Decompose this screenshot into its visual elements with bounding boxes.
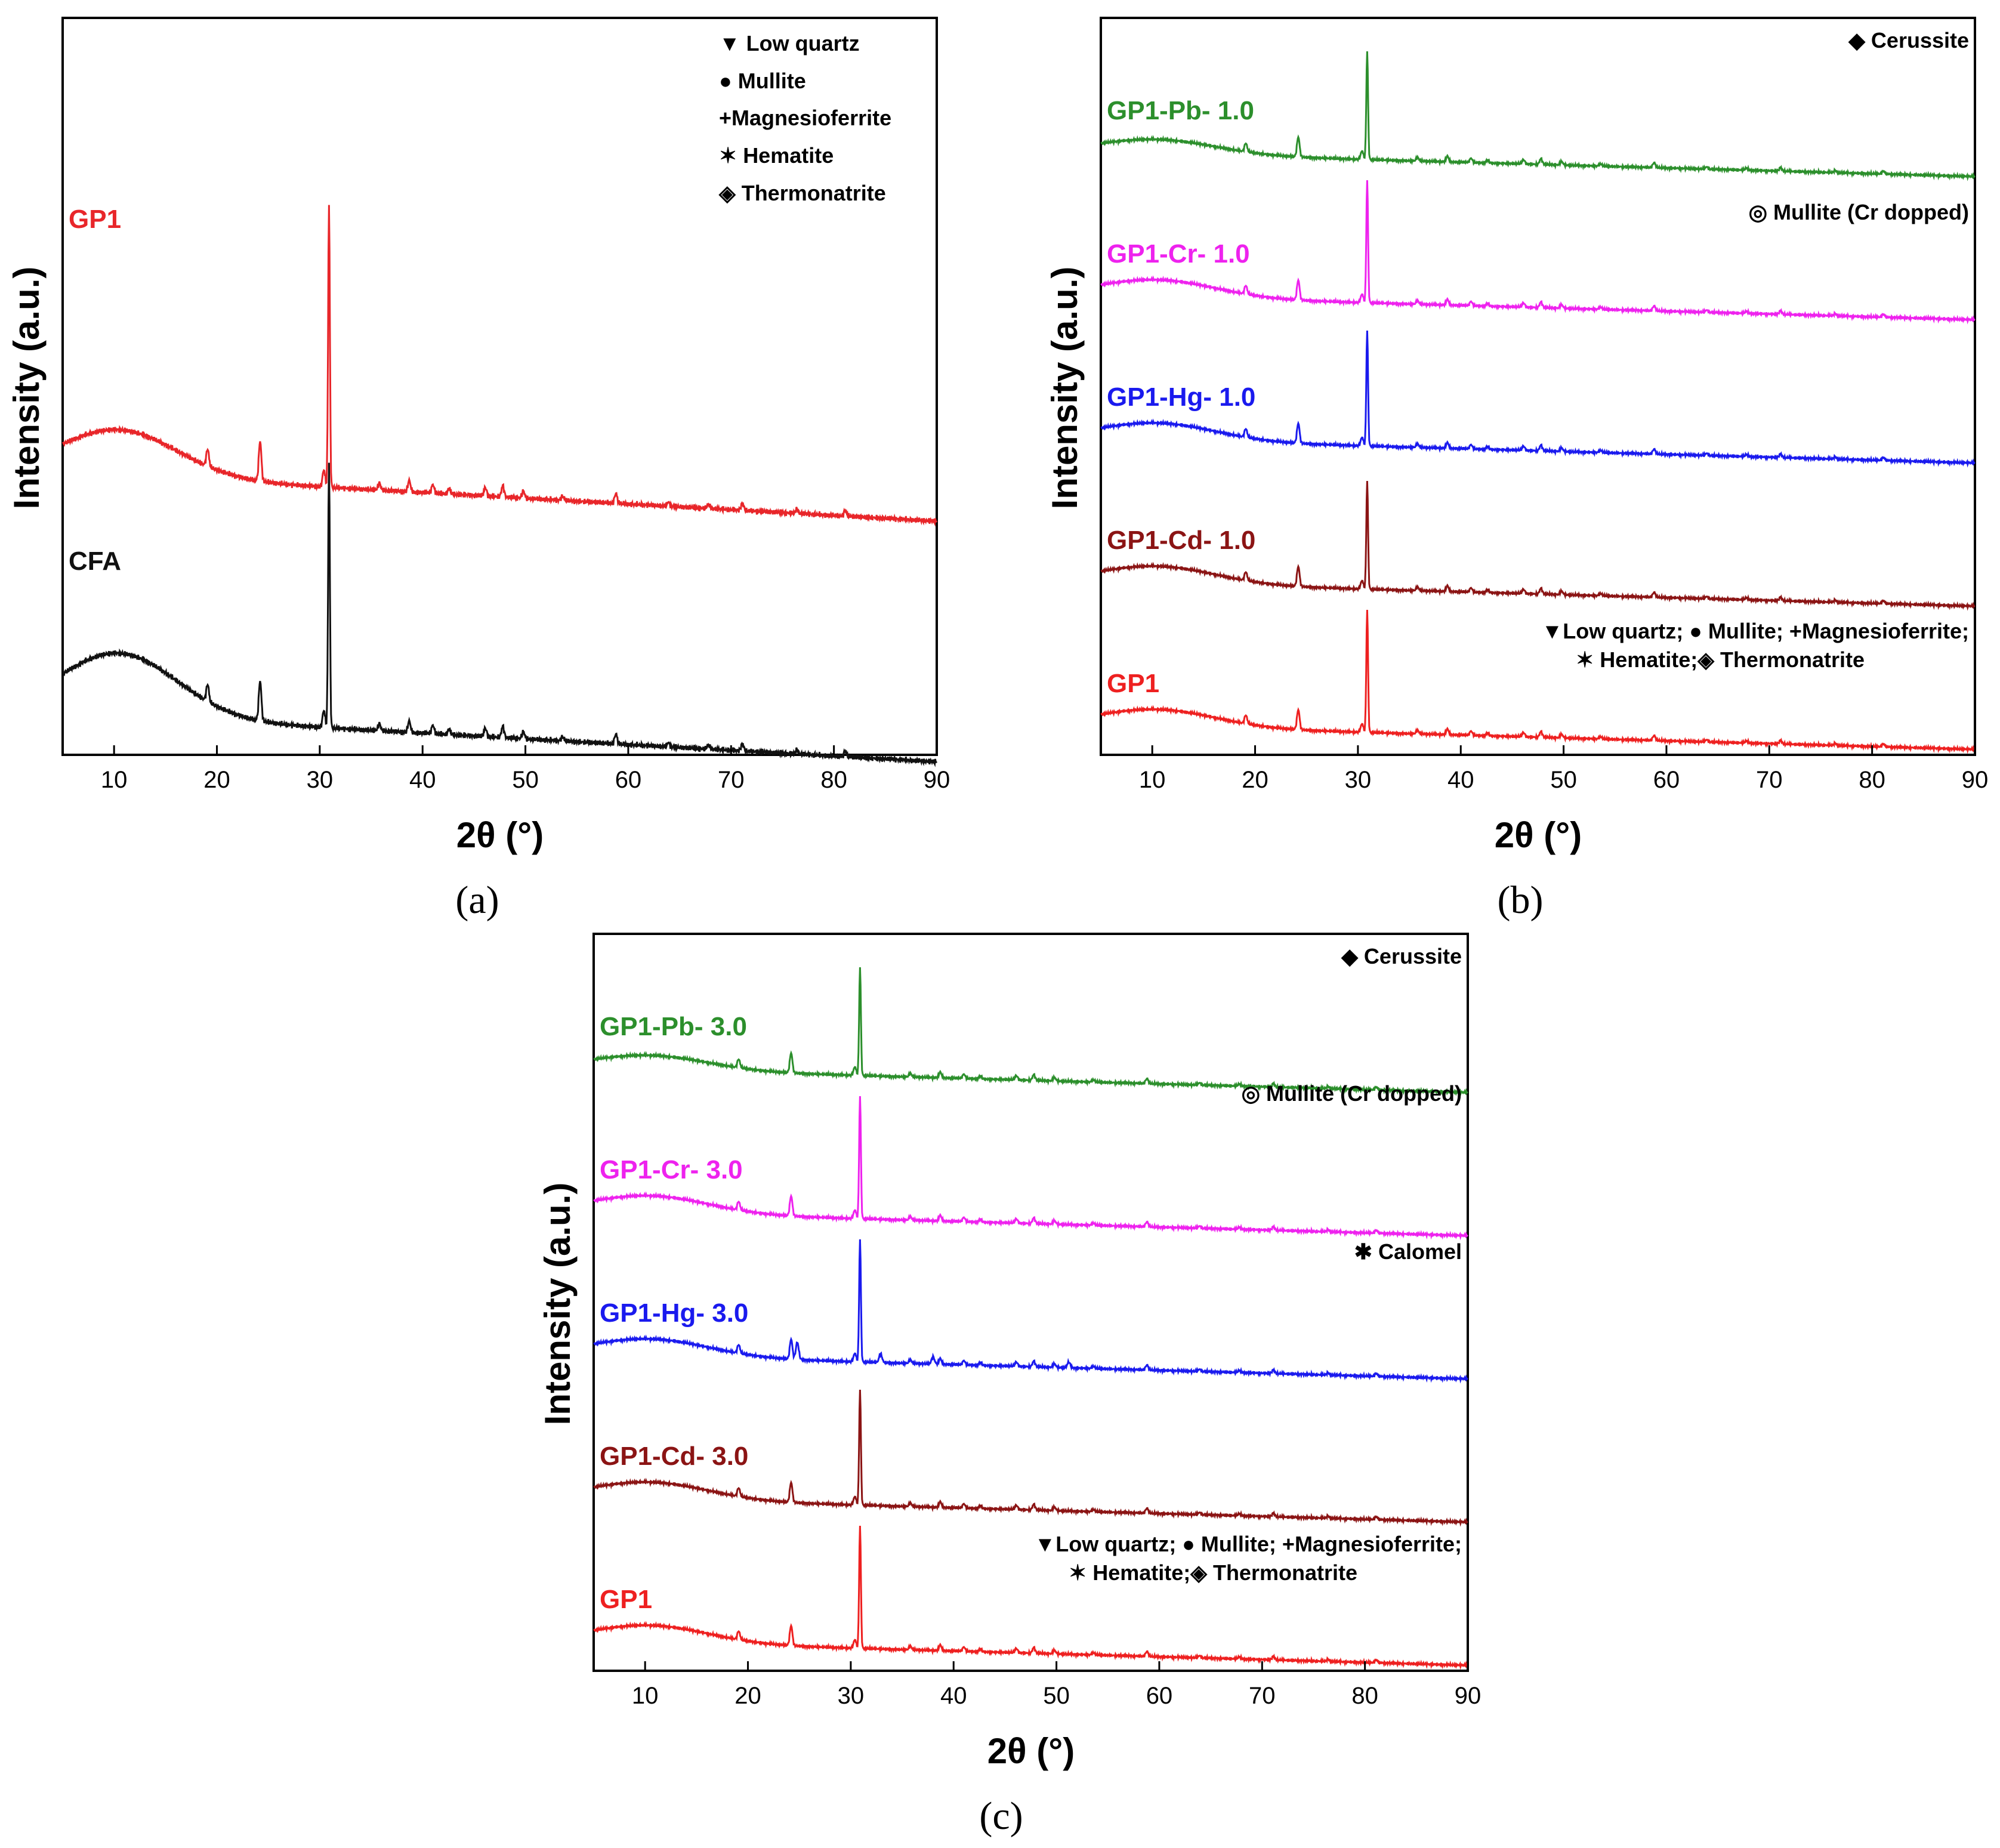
plot-area-b: GP1-Pb- 1.0 GP1-Cr- 1.0 GP1-Hg- 1.0 GP1-Cd-… <box>1100 51 1976 754</box>
legend-c-note-0: ◆ Cerussite <box>1341 944 1462 968</box>
x-axis-label-c: 2θ (°) <box>987 1731 1075 1771</box>
series-label: GP1 <box>69 205 121 234</box>
legend-b-note-1: ◎ Mullite (Cr dopped) <box>1749 200 1969 224</box>
x-tick-label: 80 <box>1859 767 1885 793</box>
series-line <box>1100 610 1976 754</box>
series-label: GP1-Cr- 3.0 <box>600 1155 743 1184</box>
x-tick-label: 70 <box>718 767 745 793</box>
x-tick-label: 50 <box>512 767 539 793</box>
series-label: GP1 <box>1107 669 1159 698</box>
y-axis-label-b: Intensity (a.u.) <box>1045 267 1085 510</box>
legend-c-note-2: ✱ Calomel <box>1354 1239 1462 1264</box>
y-axis-label-a: Intensity (a.u.) <box>7 267 47 510</box>
legend-b-bottom-1: ✶ Hematite;◈ Thermonatrite <box>1576 647 1865 672</box>
series-label: CFA <box>69 547 121 576</box>
legend-a-3: ✶ Hematite <box>719 143 834 168</box>
panel-b: GP1-Pb- 1.0 GP1-Cr- 1.0 GP1-Hg- 1.0 GP1-Cd-… <box>1045 17 1988 922</box>
series-line <box>1100 51 1976 181</box>
series-line <box>1100 331 1976 468</box>
series-label: GP1-Hg- 3.0 <box>600 1298 748 1328</box>
x-ticks-b: 10 20 30 40 50 60 70 80 90 <box>1139 745 1988 793</box>
y-axis-label-c: Intensity (a.u.) <box>538 1183 578 1426</box>
legend-c-note-1: ◎ Mullite (Cr dopped) <box>1242 1081 1462 1106</box>
legend-a-0: ▼ Low quartz <box>719 31 860 55</box>
x-tick-label: 50 <box>1043 1683 1070 1709</box>
legend-c-bottom-0: ▼Low quartz; ● Mullite; +Magnesioferrite… <box>1035 1532 1462 1556</box>
x-tick-label: 10 <box>1139 767 1166 793</box>
series-label: GP1-Cd- 1.0 <box>1107 526 1255 555</box>
series-line <box>593 1390 1468 1527</box>
series-label: GP1 <box>600 1585 652 1614</box>
x-tick-label: 10 <box>632 1683 659 1709</box>
x-tick-label: 70 <box>1756 767 1783 793</box>
legend-c-bottom-1: ✶ Hematite;◈ Thermonatrite <box>1069 1560 1357 1585</box>
legend-a-1: ● Mullite <box>719 69 806 93</box>
legend-a-2: +Magnesioferrite <box>719 106 891 130</box>
x-tick-label: 10 <box>101 767 128 793</box>
x-axis-label-a: 2θ (°) <box>456 815 544 855</box>
x-axis-label-b: 2θ (°) <box>1495 815 1582 855</box>
x-tick-label: 60 <box>615 767 642 793</box>
x-tick-label: 40 <box>1447 767 1474 793</box>
x-tick-label: 20 <box>734 1683 761 1709</box>
series-line <box>61 462 938 767</box>
series-label: GP1-Cr- 1.0 <box>1107 239 1250 269</box>
series-line <box>593 1239 1468 1384</box>
series-line <box>593 967 1468 1097</box>
series-label: GP1-Hg- 1.0 <box>1107 382 1255 412</box>
x-tick-label: 30 <box>838 1683 865 1709</box>
plot-area-a: GP1 CFA <box>61 205 938 767</box>
x-tick-label: 30 <box>307 767 334 793</box>
plot-frame-a <box>61 17 938 756</box>
series-label: GP1-Cd- 3.0 <box>600 1442 748 1471</box>
panel-label-a: (a) <box>455 878 499 922</box>
x-tick-label: 70 <box>1249 1683 1276 1709</box>
x-tick-label: 90 <box>924 767 950 793</box>
series-line <box>1100 481 1976 611</box>
series-line <box>61 205 938 527</box>
legend-c: ◆ Cerussite ◎ Mullite (Cr dopped) ✱ Calo… <box>1035 944 1462 1585</box>
x-ticks-a: 10 20 30 40 50 60 70 80 90 <box>101 745 950 793</box>
x-tick-label: 90 <box>1962 767 1989 793</box>
x-tick-label: 80 <box>820 767 847 793</box>
series-line <box>593 1096 1468 1241</box>
legend-a: ▼ Low quartz ● Mullite +Magnesioferrite … <box>718 31 891 205</box>
legend-b-note-0: ◆ Cerussite <box>1848 28 1969 53</box>
legend-b-bottom-0: ▼Low quartz; ● Mullite; +Magnesioferrite… <box>1542 619 1969 643</box>
x-tick-label: 30 <box>1345 767 1372 793</box>
x-tick-label: 80 <box>1351 1683 1378 1709</box>
x-tick-label: 60 <box>1146 1683 1173 1709</box>
plot-frame-c <box>592 933 1469 1672</box>
panel-a: GP1 CFA 10 20 30 40 50 60 70 80 90 Intensity (a.u… <box>7 17 950 922</box>
x-tick-label: 40 <box>940 1683 967 1709</box>
series-label: GP1-Pb- 3.0 <box>600 1012 747 1041</box>
panel-label-c: (c) <box>979 1794 1023 1838</box>
series-line <box>593 1526 1468 1670</box>
x-tick-label: 20 <box>1242 767 1268 793</box>
panel-label-b: (b) <box>1498 878 1544 922</box>
x-tick-label: 40 <box>409 767 436 793</box>
plot-area-c: GP1-Pb- 3.0 GP1-Cr- 3.0 GP1-Hg- 3.0 GP1-Cd-… <box>593 967 1468 1670</box>
legend-a-4: ◈ Thermonatrite <box>718 181 886 205</box>
x-tick-label: 50 <box>1550 767 1577 793</box>
series-line <box>1100 180 1976 325</box>
x-tick-label: 20 <box>203 767 230 793</box>
x-ticks-c: 10 20 30 40 50 60 70 80 90 <box>632 1661 1481 1709</box>
legend-b: ◆ Cerussite ◎ Mullite (Cr dopped) ▼Low q… <box>1542 28 1969 672</box>
x-tick-label: 90 <box>1455 1683 1482 1709</box>
plot-frame-b <box>1100 17 1976 756</box>
panel-c: GP1-Pb- 3.0 GP1-Cr- 3.0 GP1-Hg- 3.0 GP1-Cd-… <box>538 933 1481 1838</box>
series-label: GP1-Pb- 1.0 <box>1107 96 1254 125</box>
x-tick-label: 60 <box>1653 767 1680 793</box>
